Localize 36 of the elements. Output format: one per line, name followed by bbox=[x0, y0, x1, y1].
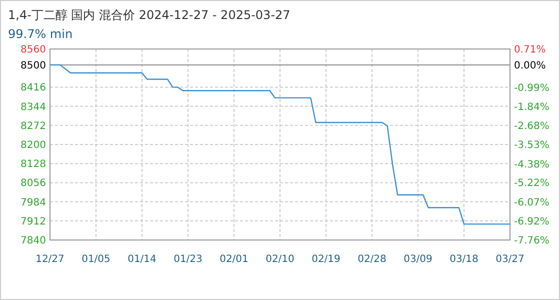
y2-tick-label: -3.53% bbox=[514, 140, 550, 152]
y-tick-label: 8200 bbox=[20, 140, 46, 151]
y-tick-label: 8500 bbox=[20, 60, 46, 72]
x-tick-label: 02/28 bbox=[358, 254, 386, 265]
y-tick-label: 8056 bbox=[20, 178, 46, 190]
x-tick-label: 03/18 bbox=[450, 254, 478, 265]
y-tick-label: 7912 bbox=[20, 216, 46, 228]
y-tick-label: 7984 bbox=[20, 197, 46, 208]
x-tick-label: 03/09 bbox=[404, 254, 432, 265]
y-tick-label: 8128 bbox=[20, 159, 46, 170]
x-tick-label: 03/27 bbox=[496, 254, 524, 265]
x-tick-label: 02/10 bbox=[266, 254, 294, 265]
y-tick-label: 8416 bbox=[20, 82, 46, 94]
y-tick-label: 8344 bbox=[20, 102, 46, 113]
x-tick-label: 01/05 bbox=[82, 254, 110, 265]
y2-tick-label: -2.68% bbox=[514, 120, 550, 132]
y-tick-label: 8272 bbox=[20, 120, 46, 132]
x-tick-label: 02/01 bbox=[220, 254, 248, 265]
y-tick-label: 7840 bbox=[20, 236, 46, 246]
y2-tick-label: -0.99% bbox=[514, 82, 550, 94]
y2-tick-label: -6.92% bbox=[514, 216, 550, 228]
y-tick-label: 8560 bbox=[20, 44, 46, 56]
x-tick-label: 01/23 bbox=[174, 254, 202, 265]
y2-tick-label: 0.71% bbox=[514, 44, 546, 56]
y2-tick-label: -1.84% bbox=[514, 102, 550, 114]
y2-tick-label: -7.76% bbox=[514, 236, 550, 246]
y2-tick-label: -5.22% bbox=[514, 178, 550, 190]
x-tick-label: 02/19 bbox=[312, 254, 340, 265]
x-tick-label: 01/14 bbox=[128, 254, 156, 265]
line-series bbox=[49, 64, 511, 225]
x-tick-label: 12/27 bbox=[36, 254, 64, 265]
chart-title: 1,4-丁二醇 国内 混合价 2024-12-27 - 2025-03-27 bbox=[8, 8, 290, 22]
y2-tick-label: -4.38% bbox=[514, 159, 550, 170]
y2-tick-label: 0.00% bbox=[514, 60, 546, 72]
chart-subtitle: 99.7% min bbox=[8, 27, 73, 41]
y2-tick-label: -6.07% bbox=[514, 197, 550, 208]
